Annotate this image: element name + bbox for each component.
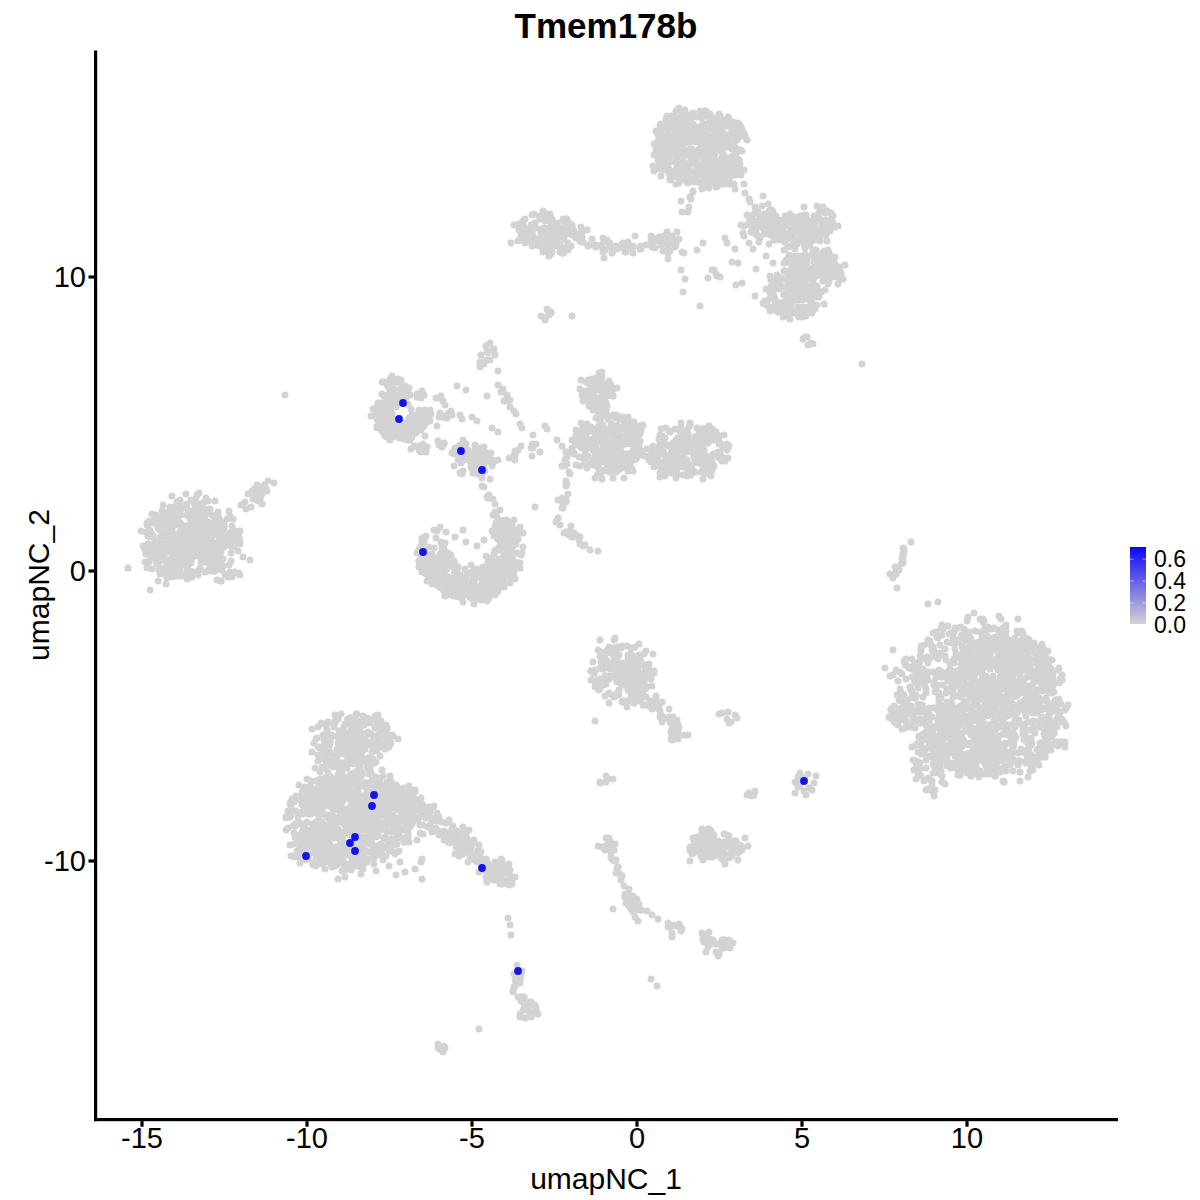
- svg-text:-15: -15: [121, 1122, 163, 1154]
- svg-text:10: 10: [54, 261, 86, 293]
- svg-text:umapNC_1: umapNC_1: [530, 1162, 682, 1195]
- svg-text:umapNC_2: umapNC_2: [22, 509, 55, 661]
- svg-text:0: 0: [70, 555, 86, 587]
- svg-text:0.0: 0.0: [1154, 612, 1186, 638]
- svg-text:5: 5: [794, 1122, 810, 1154]
- svg-text:-5: -5: [459, 1122, 485, 1154]
- svg-text:-10: -10: [286, 1122, 328, 1154]
- svg-text:-10: -10: [44, 845, 86, 877]
- svg-text:Tmem178b: Tmem178b: [515, 6, 698, 45]
- svg-text:10: 10: [951, 1122, 983, 1154]
- svg-text:0: 0: [629, 1122, 645, 1154]
